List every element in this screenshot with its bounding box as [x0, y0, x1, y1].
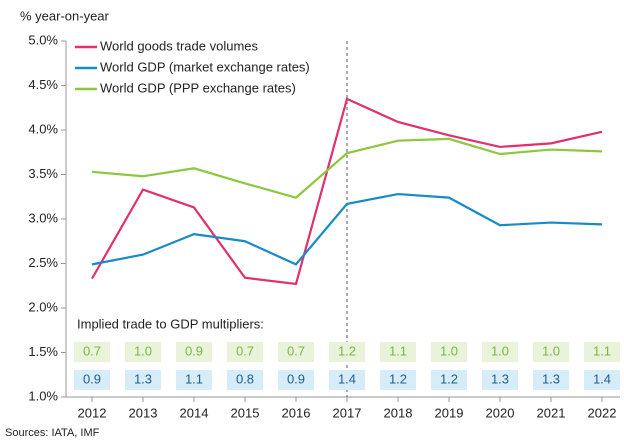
multiplier-label: 1.1	[389, 343, 407, 358]
multiplier-title: Implied trade to GDP multipliers:	[77, 316, 264, 331]
multiplier-box	[380, 342, 416, 362]
multiplier-box	[278, 370, 314, 390]
y-tick-label: 3.0%	[28, 210, 58, 225]
y-tick-label: 3.5%	[28, 166, 58, 181]
multiplier-box	[533, 370, 569, 390]
series-line	[91, 137, 603, 199]
multiplier-label: 1.1	[185, 371, 203, 386]
multiplier-label: 1.2	[389, 371, 407, 386]
multiplier-label: 0.9	[185, 343, 203, 358]
multiplier-label: 1.1	[593, 343, 611, 358]
legend-label: World GDP (market exchange rates)	[100, 59, 310, 74]
x-tick-label: 2022	[588, 405, 617, 420]
multiplier-box	[74, 342, 110, 362]
y-tick-label: 4.5%	[28, 77, 58, 92]
multiplier-label: 1.0	[134, 343, 152, 358]
multiplier-box	[125, 370, 161, 390]
x-tick-label: 2019	[435, 405, 464, 420]
x-tick-label: 2015	[231, 405, 260, 420]
multiplier-box	[227, 370, 263, 390]
multiplier-label: 1.3	[542, 371, 560, 386]
multiplier-label: 0.7	[287, 343, 305, 358]
y-tick-label: 2.0%	[28, 299, 58, 314]
multiplier-box	[329, 342, 365, 362]
legend-label: World goods trade volumes	[100, 38, 259, 53]
multiplier-box	[431, 342, 467, 362]
x-tick-label: 2021	[537, 405, 566, 420]
series-line	[91, 97, 603, 286]
multiplier-box	[380, 370, 416, 390]
x-tick-label: 2017	[333, 405, 362, 420]
x-tick-label: 2018	[384, 405, 413, 420]
multiplier-label: 1.3	[491, 371, 509, 386]
y-tick-label: 5.0%	[28, 32, 58, 47]
multiplier-box	[482, 342, 518, 362]
x-tick-label: 2013	[129, 405, 158, 420]
multiplier-label: 1.4	[593, 371, 611, 386]
series-line	[91, 192, 603, 266]
multiplier-box	[329, 370, 365, 390]
legend-label: World GDP (PPP exchange rates)	[100, 80, 296, 95]
multiplier-label: 0.8	[236, 371, 254, 386]
multiplier-box	[482, 370, 518, 390]
multiplier-label: 1.3	[134, 371, 152, 386]
multiplier-label: 1.0	[491, 343, 509, 358]
multiplier-box	[74, 370, 110, 390]
multiplier-label: 0.9	[287, 371, 305, 386]
multiplier-box	[278, 342, 314, 362]
multiplier-label: 1.2	[338, 343, 356, 358]
source: Sources: IATA, IMF	[5, 427, 100, 439]
multiplier-label: 1.0	[440, 343, 458, 358]
multiplier-box	[176, 342, 212, 362]
multiplier-box	[125, 342, 161, 362]
multiplier-box	[227, 342, 263, 362]
multiplier-box	[176, 370, 212, 390]
multiplier-box	[584, 342, 620, 362]
multiplier-box	[584, 370, 620, 390]
multiplier-box	[533, 342, 569, 362]
multiplier-label: 0.9	[83, 371, 101, 386]
x-tick-label: 2012	[78, 405, 107, 420]
y-tick-label: 4.0%	[28, 121, 58, 136]
x-tick-label: 2020	[486, 405, 515, 420]
multiplier-label: 1.0	[542, 343, 560, 358]
multiplier-label: 1.2	[440, 371, 458, 386]
x-tick-label: 2014	[180, 405, 209, 420]
y-axis-label: % year-on-year	[20, 8, 110, 23]
multiplier-label: 0.7	[83, 343, 101, 358]
y-tick-label: 1.0%	[28, 388, 58, 403]
x-tick-label: 2016	[282, 405, 311, 420]
multiplier-box	[431, 370, 467, 390]
y-tick-label: 1.5%	[28, 344, 58, 359]
multiplier-label: 0.7	[236, 343, 254, 358]
y-tick-label: 2.5%	[28, 255, 58, 270]
multiplier-label: 1.4	[338, 371, 356, 386]
